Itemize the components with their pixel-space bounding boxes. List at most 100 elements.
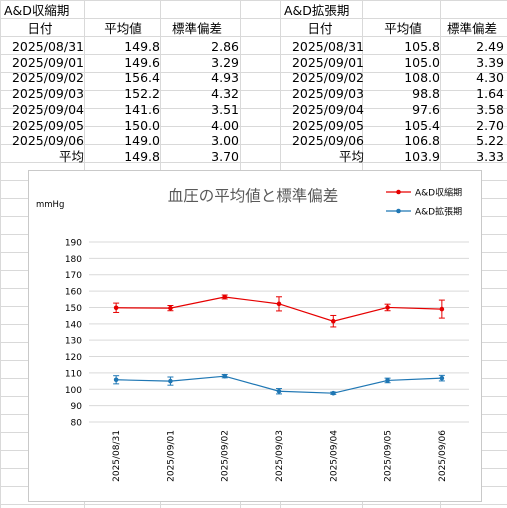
data-point bbox=[385, 305, 390, 310]
x-tick-label: 2025/09/06 bbox=[438, 430, 448, 482]
diastolic-avg-label[interactable]: 平均 bbox=[338, 149, 364, 164]
diastolic-row-date[interactable]: 2025/09/01 bbox=[291, 54, 364, 70]
y-tick-label: 170 bbox=[65, 271, 82, 281]
diastolic-avg-sd[interactable]: 3.33 bbox=[476, 149, 504, 164]
y-tick-label: 120 bbox=[65, 353, 82, 363]
y-tick-label: 190 bbox=[65, 239, 82, 249]
grid-row-line bbox=[0, 144, 507, 145]
systolic-avg-label[interactable]: 平均 bbox=[58, 149, 84, 164]
y-tick-label: 140 bbox=[65, 320, 82, 330]
systolic-row-mean[interactable]: 156.4 bbox=[124, 70, 160, 86]
grid-row-line bbox=[0, 162, 507, 163]
systolic-row-sd[interactable]: 2.86 bbox=[211, 39, 239, 54]
data-point bbox=[113, 305, 119, 311]
diastolic-row-sd[interactable]: 2.70 bbox=[476, 117, 504, 133]
data-point bbox=[439, 375, 445, 381]
y-tick-label: 110 bbox=[65, 369, 82, 379]
diastolic-row-mean[interactable]: 97.6 bbox=[412, 101, 440, 117]
y-tick-label: 80 bbox=[71, 419, 83, 429]
chart-title[interactable]: 血圧の平均値と標準偏差 bbox=[168, 187, 339, 205]
diastolic-row-date[interactable]: 2025/09/03 bbox=[291, 86, 364, 102]
y-tick-label: 180 bbox=[65, 255, 82, 265]
systolic-row-date[interactable]: 2025/09/05 bbox=[11, 117, 84, 133]
diastolic-row-sd[interactable]: 5.22 bbox=[476, 133, 504, 149]
diastolic-row-sd[interactable]: 3.39 bbox=[476, 54, 504, 70]
diastolic-header-mean[interactable]: 平均値 bbox=[384, 21, 422, 36]
y-tick-label: 130 bbox=[65, 337, 82, 347]
systolic-row-date[interactable]: 2025/09/04 bbox=[11, 101, 84, 117]
systolic-row-date[interactable]: 2025/09/06 bbox=[11, 133, 84, 149]
diastolic-row-mean[interactable]: 106.8 bbox=[404, 133, 440, 149]
legend-label: A&D収縮期 bbox=[415, 187, 462, 199]
diastolic-row-mean[interactable]: 108.0 bbox=[404, 70, 440, 86]
x-tick-label: 2025/09/01 bbox=[166, 430, 176, 482]
diastolic-header-sd[interactable]: 標準偏差 bbox=[446, 21, 497, 36]
legend-marker bbox=[396, 208, 401, 214]
systolic-header-sd[interactable]: 標準偏差 bbox=[171, 21, 222, 36]
systolic-row-date[interactable]: 2025/09/02 bbox=[11, 70, 84, 86]
legend-marker bbox=[396, 189, 401, 195]
systolic-row-mean[interactable]: 149.6 bbox=[124, 54, 160, 70]
systolic-row-sd[interactable]: 4.32 bbox=[211, 86, 239, 102]
x-tick-label: 2025/09/02 bbox=[221, 430, 231, 482]
data-point bbox=[222, 373, 228, 379]
systolic-row-sd[interactable]: 4.93 bbox=[211, 70, 239, 86]
systolic-row-sd[interactable]: 4.00 bbox=[211, 117, 239, 133]
diastolic-row-mean[interactable]: 105.8 bbox=[404, 39, 440, 54]
systolic-row-date[interactable]: 2025/09/01 bbox=[11, 54, 84, 70]
y-tick-label: 100 bbox=[65, 386, 82, 396]
systolic-avg-mean[interactable]: 149.8 bbox=[124, 149, 160, 164]
data-point bbox=[222, 294, 228, 300]
diastolic-row-date[interactable]: 2025/09/04 bbox=[291, 101, 364, 117]
systolic-row-mean[interactable]: 150.0 bbox=[124, 117, 160, 133]
systolic-row-mean[interactable]: 149.8 bbox=[124, 39, 160, 54]
systolic-row-sd[interactable]: 3.29 bbox=[211, 54, 239, 70]
diastolic-avg-mean[interactable]: 103.9 bbox=[404, 149, 440, 164]
data-point bbox=[276, 388, 282, 394]
diastolic-row-date[interactable]: 2025/09/02 bbox=[291, 70, 364, 86]
diastolic-row-mean[interactable]: 105.4 bbox=[404, 117, 440, 133]
diastolic-row-date[interactable]: 2025/09/06 bbox=[291, 133, 364, 149]
diastolic-row-mean[interactable]: 98.8 bbox=[412, 86, 440, 102]
blood-pressure-chart[interactable]: 血圧の平均値と標準偏差 mmHg 80 90 100 110 120 130 140 150 1… bbox=[28, 170, 482, 502]
diastolic-row-sd[interactable]: 3.58 bbox=[476, 101, 504, 117]
systolic-row-sd[interactable]: 3.00 bbox=[211, 133, 239, 149]
systolic-header-mean[interactable]: 平均値 bbox=[104, 21, 142, 36]
diastolic-row-mean[interactable]: 105.0 bbox=[404, 54, 440, 70]
y-tick-label: 90 bbox=[71, 402, 83, 412]
grid-row-line bbox=[0, 54, 507, 55]
diastolic-row-sd[interactable]: 2.49 bbox=[476, 39, 504, 54]
systolic-row-date[interactable]: 2025/08/31 bbox=[11, 39, 84, 54]
legend-label: A&D拡張期 bbox=[415, 206, 462, 218]
systolic-row-mean[interactable]: 149.0 bbox=[124, 133, 160, 149]
systolic-row-sd[interactable]: 3.51 bbox=[211, 101, 239, 117]
data-point bbox=[168, 305, 173, 311]
plot-area: 80 90 100 110 120 130 140 150 160 170 180 190 2025/0… bbox=[65, 239, 469, 482]
y-tick-label: 160 bbox=[65, 288, 82, 298]
x-tick-label: 2025/09/04 bbox=[329, 430, 339, 482]
y-axis-unit-label[interactable]: mmHg bbox=[36, 200, 64, 210]
systolic-avg-sd[interactable]: 3.70 bbox=[211, 149, 239, 164]
systolic-row-date[interactable]: 2025/09/03 bbox=[11, 86, 84, 102]
systolic-row-mean[interactable]: 152.2 bbox=[124, 86, 160, 102]
data-point bbox=[330, 318, 336, 324]
x-tick-label: 2025/09/05 bbox=[384, 430, 394, 482]
systolic-table-title[interactable]: A&D収縮期 bbox=[4, 3, 70, 18]
systolic-header-date[interactable]: 日付 bbox=[27, 21, 53, 36]
grid-row-line bbox=[0, 126, 507, 127]
chart-canvas: 血圧の平均値と標準偏差 mmHg 80 90 100 110 120 130 140 150 1… bbox=[36, 187, 469, 482]
grid-column-line bbox=[0, 0, 1, 508]
grid-row-line bbox=[0, 18, 507, 19]
diastolic-row-sd[interactable]: 4.30 bbox=[476, 70, 504, 86]
systolic-row-mean[interactable]: 141.6 bbox=[124, 101, 160, 117]
diastolic-row-date[interactable]: 2025/08/31 bbox=[291, 39, 364, 54]
series-systolic bbox=[113, 294, 445, 328]
diastolic-header-date[interactable]: 日付 bbox=[307, 21, 333, 36]
grid-row-line bbox=[0, 504, 507, 505]
data-point bbox=[113, 377, 119, 383]
diastolic-table-title[interactable]: A&D拡張期 bbox=[284, 3, 350, 18]
diastolic-row-date[interactable]: 2025/09/05 bbox=[291, 117, 364, 133]
grid-row-line bbox=[0, 72, 507, 73]
chart-legend[interactable]: A&D収縮期 A&D拡張期 bbox=[386, 187, 462, 218]
diastolic-row-sd[interactable]: 1.64 bbox=[476, 86, 504, 102]
